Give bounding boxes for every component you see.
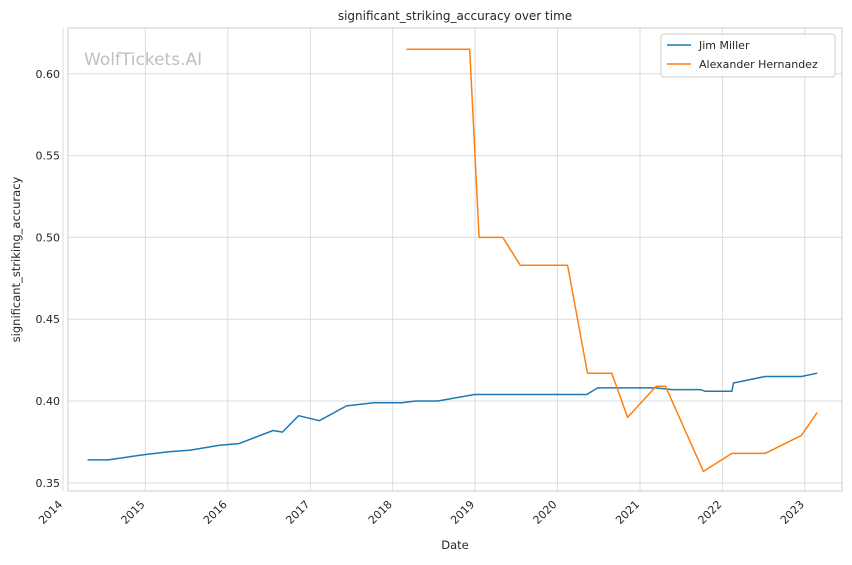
grid xyxy=(62,28,842,491)
y-tick-label: 0.35 xyxy=(36,477,61,490)
watermark-text: WolfTickets.AI xyxy=(84,50,202,70)
series-line-alexander-hernandez xyxy=(406,48,818,473)
legend: Jim Miller Alexander Hernandez xyxy=(660,33,836,78)
legend-label-jim-miller: Jim Miller xyxy=(698,39,750,52)
y-tick-label: 0.40 xyxy=(36,395,61,408)
legend-box xyxy=(660,33,836,78)
plot-frame xyxy=(67,27,843,492)
y-tick-label: 0.55 xyxy=(36,150,61,163)
y-tick-label: 0.60 xyxy=(36,68,61,81)
series-lines xyxy=(87,48,818,473)
y-tick-label: 0.50 xyxy=(36,231,61,244)
legend-label-alexander-hernandez: Alexander Hernandez xyxy=(699,58,818,71)
x-axis-ticks: 2014 2015 2016 2017 2018 2019 2020 2021 2022 2023 xyxy=(36,498,807,527)
series-line-jim-miller xyxy=(87,372,818,461)
y-axis-ticks: 0.35 0.40 0.45 0.50 0.55 0.60 xyxy=(36,68,61,490)
x-axis-title: Date xyxy=(441,538,469,552)
chart-title: significant_striking_accuracy over time xyxy=(338,9,572,23)
y-axis-title: significant_striking_accuracy xyxy=(9,176,23,342)
y-tick-label: 0.45 xyxy=(36,313,61,326)
